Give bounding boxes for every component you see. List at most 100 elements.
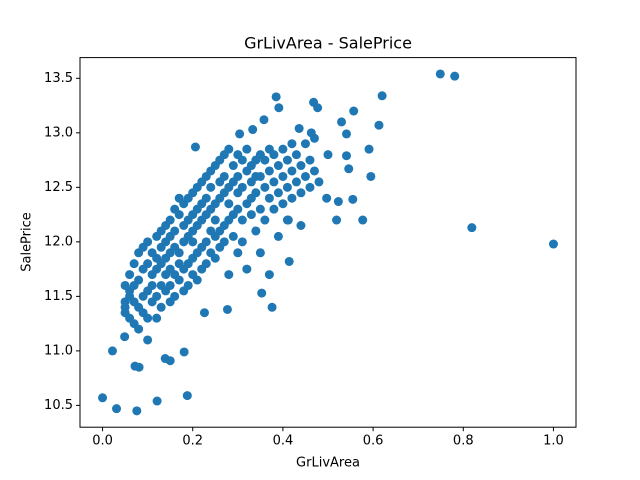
point [235,129,245,139]
point [237,182,247,192]
point [282,182,292,192]
point [294,123,304,133]
point [120,302,130,312]
point [224,144,234,154]
point [296,161,306,171]
point [237,215,247,225]
point [264,270,274,280]
point [98,393,108,403]
y-axis-label: SalePrice [20,212,35,272]
point [341,151,351,161]
point [251,188,261,198]
point [296,221,306,231]
point [125,270,135,280]
point [260,182,270,192]
x-tick-label: 0.8 [453,434,474,449]
point [260,215,270,225]
point [219,237,229,247]
point [143,313,153,323]
point [228,161,238,171]
point [274,103,284,113]
point [273,231,283,241]
point [192,275,202,285]
y-tick-label: 11.0 [44,343,73,358]
point [291,150,301,160]
point [548,239,558,249]
point [450,71,460,81]
point [313,103,323,113]
x-tick-label: 0.0 [92,434,113,449]
point [435,69,445,79]
point [269,177,279,187]
point [170,226,180,236]
point [233,248,243,258]
point [134,324,144,334]
point [134,275,144,285]
point [219,171,229,181]
point [267,302,277,312]
point [306,128,316,138]
point [374,120,384,130]
point [296,188,306,198]
point [222,304,232,314]
y-tick-label: 13.0 [44,125,73,140]
point [333,197,343,207]
point [190,142,200,152]
y-tick-label: 12.0 [44,234,73,249]
point [271,92,281,102]
point [147,280,157,290]
point [305,155,315,165]
point [170,291,180,301]
point [287,193,297,203]
point [273,161,283,171]
point [287,166,297,176]
point [224,270,234,280]
point [322,193,332,203]
point [300,139,310,149]
point [278,171,288,181]
point [323,150,333,160]
point [246,210,256,220]
point [242,264,252,274]
point [257,288,267,298]
point [309,166,319,176]
point [291,177,301,187]
y-tick-label: 12.5 [44,180,73,195]
point [120,332,130,342]
point [364,144,374,154]
point [156,302,166,312]
point [165,280,175,290]
point [341,129,351,139]
point [201,237,211,247]
point [174,210,184,220]
point [188,237,198,247]
point [210,215,220,225]
point [143,259,153,269]
point [264,166,274,176]
point [201,193,211,203]
point [349,106,359,116]
point [283,215,293,225]
point [358,215,368,225]
point [237,237,247,247]
point [287,139,297,149]
point [337,117,347,127]
point [255,171,265,181]
point [112,404,122,414]
point [165,215,175,225]
point [199,308,209,318]
x-axis-label: GrLivArea [296,456,360,471]
point [348,194,358,204]
point [228,231,238,241]
point [278,199,288,209]
point [269,150,279,160]
y-tick-label: 11.5 [44,289,73,304]
point [152,291,162,301]
point [300,171,310,181]
point [282,155,292,165]
point [332,215,342,225]
point [233,204,243,214]
point [305,182,315,192]
point [174,275,184,285]
point [174,248,184,258]
